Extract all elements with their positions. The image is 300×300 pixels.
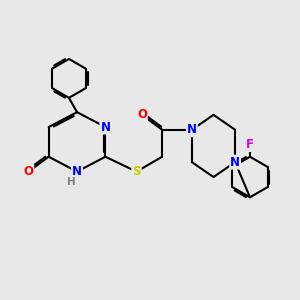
Text: N: N [230, 156, 240, 169]
Text: N: N [187, 123, 197, 136]
Text: F: F [246, 138, 254, 151]
Text: N: N [100, 121, 110, 134]
Text: O: O [137, 108, 147, 122]
Text: N: N [72, 165, 82, 178]
Text: O: O [23, 165, 33, 178]
Text: H: H [67, 177, 76, 187]
Text: S: S [132, 165, 141, 178]
